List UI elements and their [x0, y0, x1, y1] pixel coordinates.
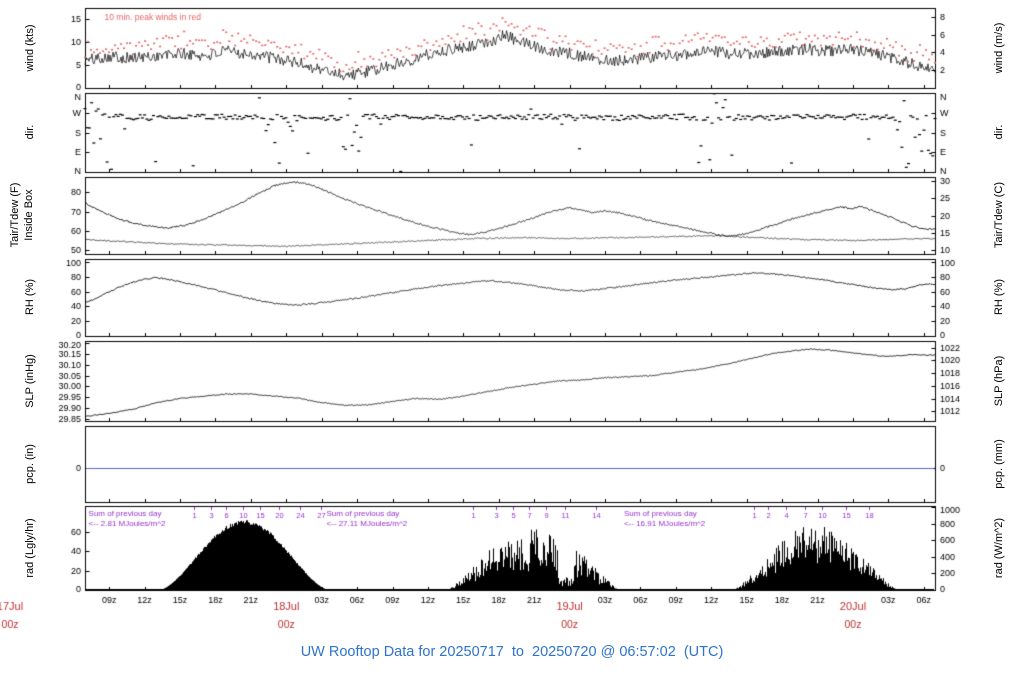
dir-right-axis-label: dir. — [993, 124, 1005, 140]
pcp-left-axis-label: pcp. (in) — [24, 444, 36, 484]
dir-left-axis-label: dir. — [24, 124, 36, 140]
pcp-right-axis-label: pcp. (mm) — [993, 439, 1005, 489]
temp-right-axis-label: Tair/Tdew (C) — [993, 181, 1005, 249]
rad-left-axis-label: rad (Lgly/hr) — [24, 518, 36, 578]
rh-left-axis-label: RH (%) — [24, 278, 36, 316]
wind-right-axis-label: wind (m/s) — [993, 22, 1005, 74]
temp-left-axis-label-line2: Inside Box — [23, 189, 35, 241]
slp-left-axis-label: SLP (inHg) — [24, 354, 36, 408]
wind-left-axis-label: wind (kts) — [24, 24, 36, 72]
rh-right-axis-label: RH (%) — [993, 278, 1005, 316]
chart-title: UW Rooftop Data for 20250717 to 20250720… — [300, 644, 724, 660]
rad-right-axis-label: rad (W/m^2) — [993, 517, 1005, 579]
temp-left-axis-label: Tair/Tdew (F) — [9, 182, 21, 248]
slp-right-axis-label: SLP (hPa) — [993, 355, 1005, 407]
